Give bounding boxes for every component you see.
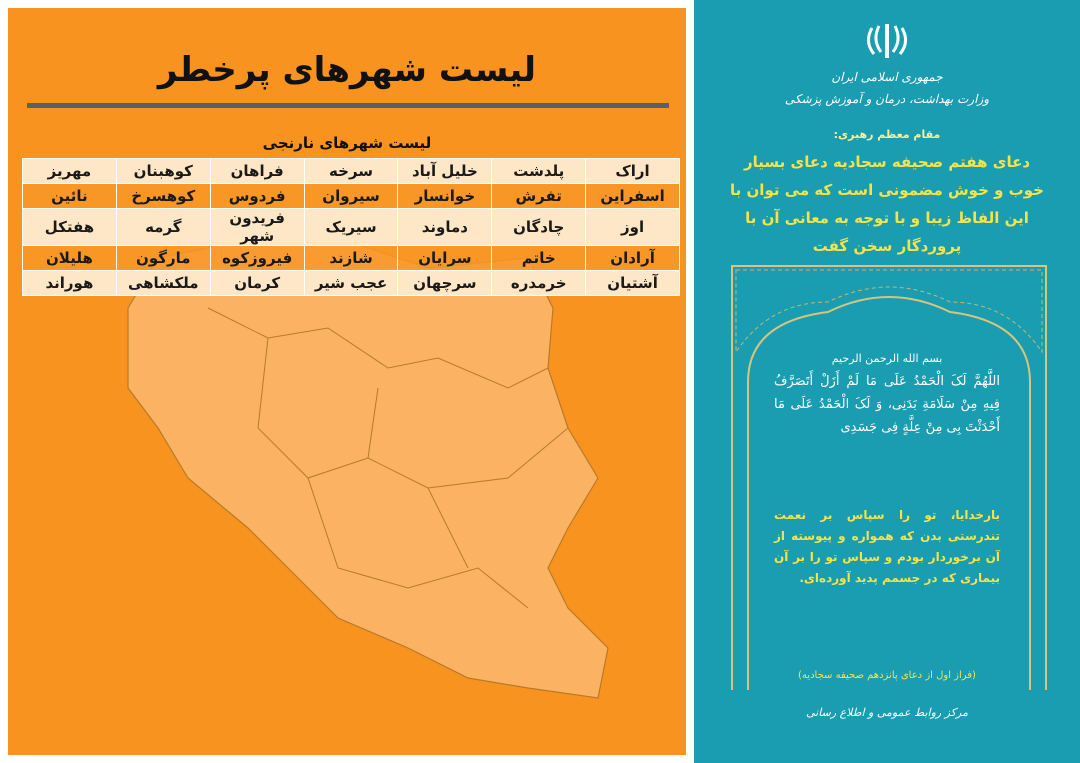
- org-name-line2: وزارت بهداشت، درمان و آموزش پزشکی: [784, 92, 990, 106]
- high-risk-cities-panel: لیست شهرهای پرخطر لیست شهرهای نارنجی ارا…: [8, 8, 686, 755]
- org-name-line1: جمهوری اسلامی ایران: [831, 70, 943, 84]
- city-cell: هفتکل: [22, 208, 117, 246]
- city-cell: دماوند: [397, 208, 493, 246]
- table-title: لیست شهرهای نارنجی: [262, 134, 432, 152]
- city-cell: سرچهان: [397, 270, 493, 296]
- table-row: آشتیان خرمدره سرچهان عجب شیر کرمان ملکشاهی هور…: [22, 270, 680, 296]
- city-cell: کرمان: [209, 270, 305, 296]
- city-cell: ملکشاهی: [115, 270, 211, 296]
- city-cell: مهریز: [22, 158, 117, 184]
- iran-map: [127, 207, 609, 699]
- city-cell: نائین: [22, 183, 117, 209]
- leader-quote: دعای هفتم صحیفه سجادیه دعای بسیار خوب و …: [730, 153, 1044, 255]
- table-row: آرادان خاتم سرایان شازند فیروزکوه مارگون هلیلا…: [22, 245, 680, 271]
- city-cell: کوهسرخ: [115, 183, 211, 209]
- city-cell: چادگان: [491, 208, 587, 246]
- city-cell: سرایان: [397, 245, 493, 271]
- city-cell: هوراند: [22, 270, 117, 296]
- iran-emblem-icon: [867, 24, 907, 58]
- city-cell: تفرش: [491, 183, 587, 209]
- city-cell: فردوس: [209, 183, 305, 209]
- orange-cities-table: اراک پلدشت خلیل آباد سرخه فراهان کوهبنان مهریز…: [22, 158, 680, 296]
- city-cell: سیریک: [303, 208, 399, 246]
- city-cell: آرادان: [585, 245, 680, 271]
- ornamental-arch-frame: [731, 265, 1047, 690]
- city-cell: سرخه: [303, 158, 399, 184]
- city-cell: فیروزکوه: [209, 245, 305, 271]
- table-row: اسفراین تفرش خوانسار سیروان فردوس کوهسرخ نائین: [22, 183, 680, 209]
- footer-org: مرکز روابط عمومی و اطلاع رسانی: [806, 706, 968, 719]
- city-cell: خوانسار: [397, 183, 493, 209]
- city-cell: مارگون: [115, 245, 211, 271]
- city-cell: فراهان: [209, 158, 305, 184]
- basmala: بسم الله الرحمن الرحیم: [831, 352, 943, 365]
- city-cell: اراک: [585, 158, 680, 184]
- speaker-label: مقام معظم رهبری:: [833, 128, 941, 141]
- message-panel: جمهوری اسلامی ایران وزارت بهداشت، درمان …: [694, 0, 1080, 763]
- arabic-prayer: اللَّهُمَّ لَکَ الْحَمْدُ عَلَی مَا لَمْ…: [774, 374, 1000, 435]
- city-cell: فریدون شهر: [209, 208, 305, 246]
- source-note: (فراز اول از دعای پانزدهم صحیفه سجادیه): [798, 670, 976, 681]
- city-cell: گرمه: [115, 208, 211, 246]
- city-cell: خاتم: [491, 245, 587, 271]
- city-cell: پلدشت: [491, 158, 587, 184]
- city-cell: سیروان: [303, 183, 399, 209]
- city-cell: هلیلان: [22, 245, 117, 271]
- table-row: اراک پلدشت خلیل آباد سرخه فراهان کوهبنان مهریز: [22, 158, 680, 184]
- city-cell: شازند: [303, 245, 399, 271]
- city-cell: کوهبنان: [115, 158, 211, 184]
- table-row: اوز چادگان دماوند سیریک فریدون شهر گرمه هفتکل: [22, 208, 680, 246]
- city-cell: آشتیان: [585, 270, 680, 296]
- city-cell: عجب شیر: [303, 270, 399, 296]
- page-title: لیست شهرهای پرخطر: [157, 50, 537, 90]
- persian-translation: بارخدایا، تو را سپاس بر نعمت تندرستی بدن…: [774, 508, 1000, 585]
- city-cell: خلیل آباد: [397, 158, 493, 184]
- city-cell: اسفراین: [585, 183, 680, 209]
- city-cell: اوز: [585, 208, 680, 246]
- city-cell: خرمدره: [491, 270, 587, 296]
- title-divider: [27, 103, 669, 108]
